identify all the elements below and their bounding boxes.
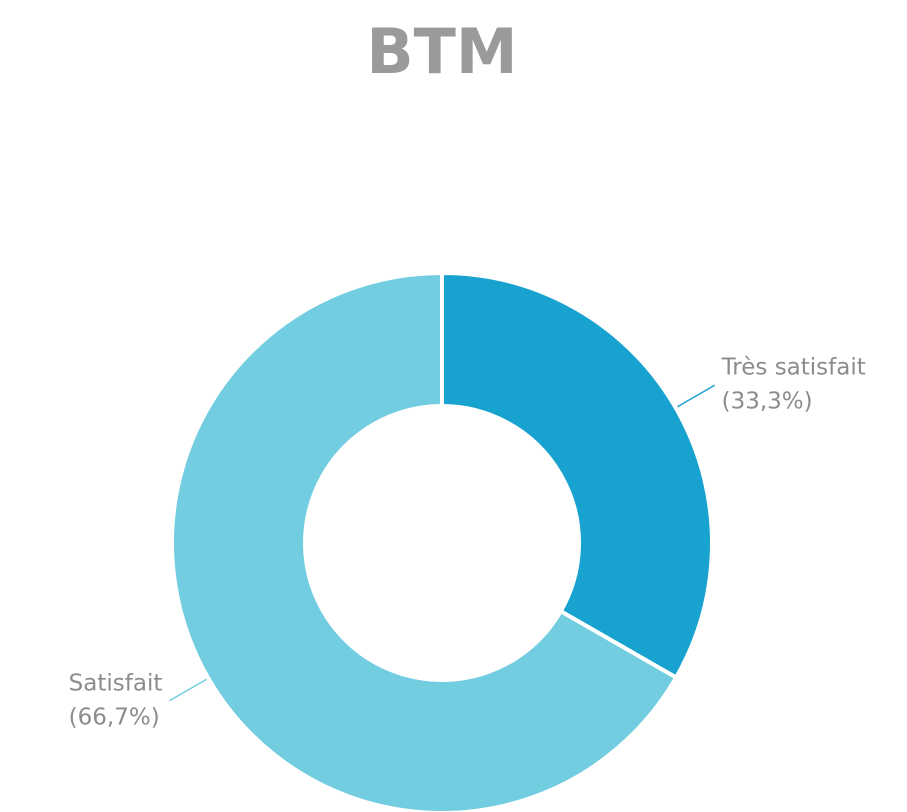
slice-label: Satisfait [69, 670, 163, 696]
wedge [170, 270, 679, 812]
slice-value-label: (33,3%) [722, 389, 813, 415]
slice-value-label: (66,7%) [69, 704, 160, 730]
leader-line [168, 678, 207, 702]
wedge [440, 270, 714, 681]
chart-title: BTM [366, 15, 517, 88]
slice-label: Très satisfait [721, 355, 866, 381]
leader-line [677, 384, 716, 408]
